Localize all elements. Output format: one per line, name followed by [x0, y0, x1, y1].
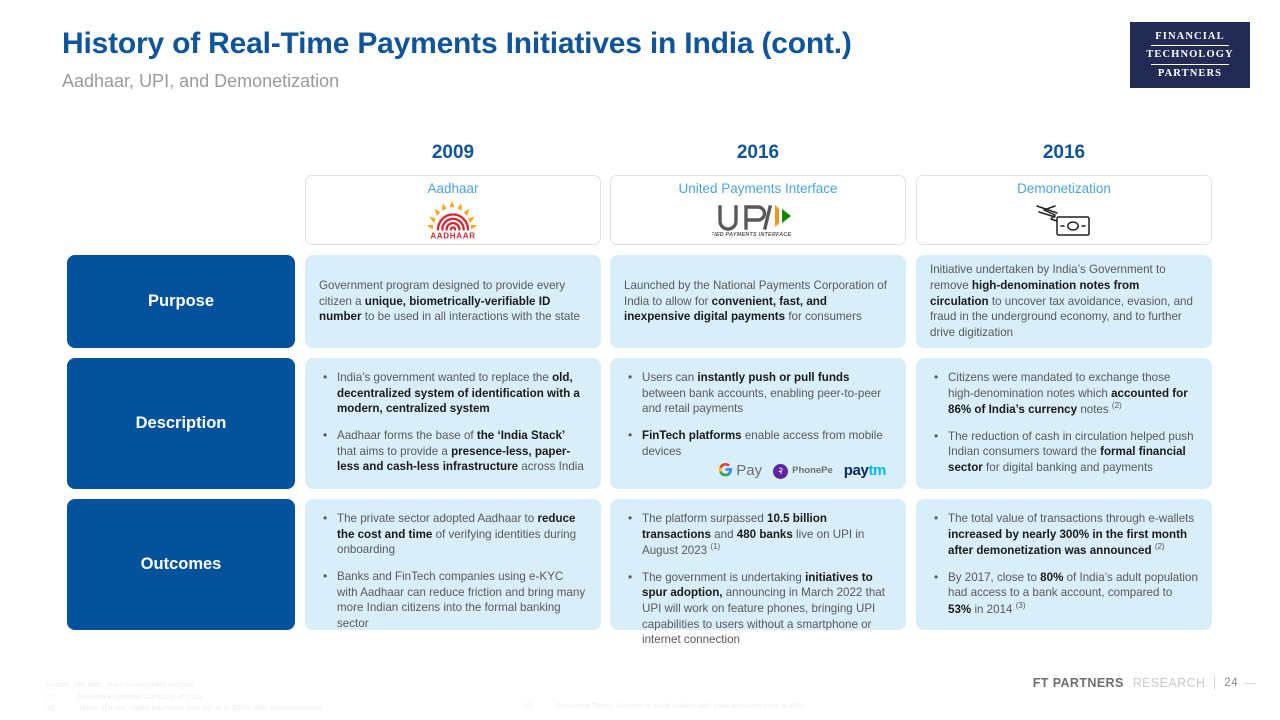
- row-label-outcomes: Outcomes: [67, 499, 295, 630]
- cell-description-upi: Users can instantly push or pull funds b…: [610, 358, 906, 489]
- column-year-upi: 2016: [736, 142, 780, 163]
- source-text: Source: RBI data, India Government websi…: [45, 680, 194, 690]
- footer-brand-light: RESEARCH: [1132, 676, 1206, 690]
- paytm-label-pay: pay: [843, 462, 869, 480]
- footer-brand-divider: [1214, 676, 1216, 690]
- column-card-upi: United Payments Interface UNIFIED PAYMEN…: [610, 175, 906, 245]
- google-pay-label: Pay: [736, 462, 763, 480]
- bullet-list: The total value of transactions through …: [930, 510, 1198, 618]
- footnote-3-number: (3): [524, 701, 534, 710]
- bullet-list: Users can instantly push or pull funds b…: [624, 369, 892, 459]
- phonepe-label: PhonePe: [792, 464, 833, 476]
- footnote-3-text: Economic Times: Number of adult Indians …: [557, 701, 806, 710]
- footer-rule-right: [1244, 683, 1256, 684]
- hand-banknote-icon: [917, 196, 1211, 244]
- cell-purpose-demonetization: Initiative undertaken by India’s Governm…: [916, 255, 1212, 348]
- cell-text: Initiative undertaken by India’s Governm…: [930, 263, 1193, 339]
- list-item: The reduction of cash in circulation hel…: [930, 428, 1198, 476]
- cell-purpose-upi: Launched by the National Payments Corpor…: [610, 255, 906, 348]
- footnote-2-number: (2): [45, 703, 55, 713]
- upi-logo-icon: UNIFIED PAYMENTS INTERFACE: [611, 196, 905, 244]
- column-card-demonetization: Demonetization: [916, 175, 1212, 245]
- footnote-2: (2) Times of India: Digital payments soa…: [45, 702, 321, 714]
- hand-banknote-svg: [1036, 205, 1090, 236]
- cell-purpose-aadhaar: Government program designed to provide e…: [305, 255, 601, 348]
- ft-partners-logo: FINANCIAL TECHNOLOGY PARTNERS: [1130, 22, 1250, 88]
- svg-text:UNIFIED PAYMENTS INTERFACE: UNIFIED PAYMENTS INTERFACE: [712, 232, 792, 238]
- page-title: History of Real-Time Payments Initiative…: [62, 27, 852, 60]
- page-subtitle: Aadhaar, UPI, and Demonetization: [62, 71, 340, 91]
- bullet-list: Citizens were mandated to exchange those…: [930, 369, 1198, 476]
- column-card-aadhaar: Aadhaar: [305, 175, 601, 245]
- page-number: 24: [1224, 677, 1238, 689]
- payment-partner-logos: Pay २ PhonePe paytm: [624, 461, 892, 481]
- row-label-description: Description: [67, 358, 295, 489]
- logo-divider-1: [1151, 45, 1229, 47]
- source-line: Source: RBI data, India Government websi…: [45, 679, 321, 691]
- paytm-logo: paytm: [843, 461, 887, 481]
- slide-header: History of Real-Time Payments Initiative…: [0, 0, 1280, 110]
- paytm-label-tm: tm: [868, 462, 886, 480]
- list-item: The private sector adopted Aadhaar to re…: [319, 510, 587, 558]
- cell-outcomes-upi: The platform surpassed 10.5 billion tran…: [610, 499, 906, 646]
- list-item: By 2017, close to 80% of India’s adult p…: [930, 569, 1198, 618]
- list-item: FinTech platforms enable access from mob…: [624, 427, 892, 459]
- footnote-1: (1) National Payments Company of India;: [45, 691, 321, 703]
- list-item: The government is undertaking initiative…: [624, 569, 892, 648]
- footer-sources: Source: RBI data, India Government websi…: [45, 679, 321, 714]
- phonepe-logo: २ PhonePe: [773, 463, 833, 479]
- logo-divider-2: [1151, 63, 1229, 65]
- bullet-list: The private sector adopted Aadhaar to re…: [319, 510, 587, 632]
- cell-description-aadhaar: India’s government wanted to replace the…: [305, 358, 601, 489]
- phonepe-mark-icon: २: [773, 463, 789, 479]
- svg-text:AADHAAR: AADHAAR: [430, 232, 475, 241]
- footnote-2-text: Times of India: Digital payments soar by…: [78, 703, 322, 713]
- logo-line-financial: FINANCIAL: [1155, 31, 1225, 43]
- footnote-1-text: National Payments Company of India;: [78, 691, 204, 701]
- list-item: Users can instantly push or pull funds b…: [624, 369, 892, 417]
- column-year-demonetization: 2016: [1042, 142, 1086, 163]
- google-g-icon: [718, 462, 733, 481]
- bullet-list: India’s government wanted to replace the…: [319, 369, 587, 475]
- column-title-aadhaar: Aadhaar: [427, 181, 479, 196]
- google-g-svg: [719, 462, 733, 477]
- footer-rule-left: [1054, 683, 1068, 684]
- aadhaar-logo-icon: AADHAAR: [306, 196, 600, 244]
- footnote-1-number: (1): [45, 691, 55, 701]
- google-pay-logo: Pay: [718, 461, 762, 481]
- aadhaar-logo-svg: AADHAAR: [426, 201, 478, 241]
- list-item: Citizens were mandated to exchange those…: [930, 369, 1198, 418]
- column-title-upi: United Payments Interface: [678, 181, 838, 196]
- cell-description-demonetization: Citizens were mandated to exchange those…: [916, 358, 1212, 489]
- footer-brand: FT PARTNERS RESEARCH 24: [1033, 676, 1238, 690]
- logo-line-technology: TECHNOLOGY: [1146, 49, 1234, 61]
- column-year-aadhaar: 2009: [431, 142, 475, 163]
- list-item: India’s government wanted to replace the…: [319, 369, 587, 417]
- row-label-purpose: Purpose: [67, 255, 295, 348]
- bullet-list: The platform surpassed 10.5 billion tran…: [624, 510, 892, 648]
- footer-brand-bold: FT PARTNERS: [1032, 676, 1124, 690]
- list-item: The total value of transactions through …: [930, 510, 1198, 559]
- cell-outcomes-aadhaar: The private sector adopted Aadhaar to re…: [305, 499, 601, 630]
- list-item: The platform surpassed 10.5 billion tran…: [624, 510, 892, 559]
- column-title-demonetization: Demonetization: [1017, 181, 1111, 196]
- cell-outcomes-demonetization: The total value of transactions through …: [916, 499, 1212, 630]
- tricolor-arrow: [775, 205, 791, 227]
- list-item: Banks and FinTech companies using e-KYC …: [319, 568, 587, 632]
- cell-text: Government program designed to provide e…: [319, 279, 580, 324]
- upi-logo-svg: UNIFIED PAYMENTS INTERFACE: [712, 204, 792, 238]
- list-item: Aadhaar forms the base of the ‘India Sta…: [319, 427, 587, 475]
- logo-line-partners: PARTNERS: [1157, 67, 1223, 79]
- footnote-3: (3) Economic Times: Number of adult Indi…: [524, 701, 805, 710]
- cell-text: Launched by the National Payments Corpor…: [624, 279, 887, 324]
